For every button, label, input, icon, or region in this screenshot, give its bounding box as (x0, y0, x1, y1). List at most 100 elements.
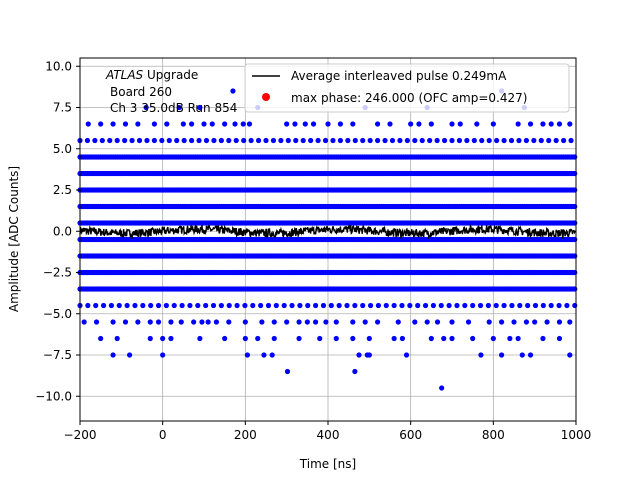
annotation-line-2: Board 260 (110, 85, 172, 99)
data-point (163, 302, 169, 309)
data-point (178, 319, 184, 325)
data-point (255, 335, 261, 342)
data-point (285, 137, 291, 144)
data-point (310, 121, 317, 127)
data-point (222, 121, 228, 127)
data-point (197, 104, 203, 111)
data-point (300, 137, 306, 144)
data-point (449, 137, 455, 144)
data-point (230, 88, 236, 94)
data-point (333, 335, 339, 342)
data-point (572, 302, 578, 309)
data-point (296, 319, 302, 325)
data-point (490, 335, 496, 342)
x-tick-label: −200 (64, 428, 97, 442)
data-point (250, 302, 256, 309)
data-point (124, 302, 130, 309)
data-point (155, 319, 162, 325)
data-point (350, 121, 356, 127)
data-point (345, 137, 351, 144)
data-point (553, 137, 559, 144)
data-point (527, 352, 534, 358)
data-point (356, 352, 362, 358)
data-point (336, 302, 342, 309)
data-point (93, 302, 99, 309)
data-point (391, 335, 397, 342)
data-point (412, 319, 418, 325)
data-point (323, 319, 329, 325)
data-point (246, 121, 253, 127)
data-point (556, 302, 562, 309)
data-point (242, 319, 248, 325)
data-point (375, 302, 382, 309)
data-point (367, 302, 374, 309)
data-point (415, 302, 421, 309)
data-point (197, 335, 203, 342)
data-point (391, 302, 397, 309)
data-point (499, 352, 505, 358)
data-point (84, 137, 91, 144)
data-point (114, 137, 120, 144)
data-point (328, 302, 334, 309)
data-point (515, 335, 521, 342)
data-point (242, 302, 248, 309)
data-point (233, 137, 239, 144)
data-point (540, 335, 546, 342)
data-point (330, 137, 336, 144)
data-point (244, 352, 250, 358)
legend-box (244, 63, 570, 113)
data-point (181, 137, 187, 144)
data-point (531, 137, 537, 144)
data-point (490, 121, 496, 127)
data-point (567, 121, 573, 127)
data-point (360, 302, 366, 309)
data-point (556, 319, 563, 325)
data-point (568, 137, 574, 144)
data-point (205, 319, 211, 325)
data-point (168, 319, 174, 325)
data-point (129, 137, 135, 144)
data-point (499, 319, 505, 325)
data-point (114, 335, 120, 342)
data-point (419, 137, 425, 144)
data-point (352, 302, 358, 309)
data-point (187, 302, 193, 309)
data-point (360, 137, 366, 144)
data-point (350, 335, 356, 342)
data-point (434, 137, 440, 144)
data-point (180, 121, 186, 127)
y-tick-label: 0.0 (53, 224, 72, 238)
data-point (284, 319, 290, 325)
data-point (155, 302, 162, 309)
annotation-line-1: ATLAS Upgrade (105, 68, 198, 82)
data-point (218, 137, 224, 144)
data-point (446, 302, 452, 309)
data-point (449, 335, 455, 342)
data-point (470, 302, 476, 309)
data-point (548, 302, 554, 309)
data-point (263, 137, 269, 144)
data-point (523, 319, 530, 325)
data-point (479, 137, 485, 144)
data-point (344, 302, 350, 309)
sparse-points (81, 88, 573, 391)
data-point (98, 335, 104, 342)
data-point (127, 352, 133, 358)
data-point (226, 137, 232, 144)
data-point (387, 121, 393, 127)
data-point (474, 121, 480, 127)
y-tick-label: −5.0 (43, 307, 72, 321)
data-point (383, 302, 389, 309)
data-point (143, 104, 149, 111)
data-point (160, 352, 166, 358)
dense-points (77, 137, 578, 309)
data-point (519, 352, 525, 358)
data-point (493, 302, 499, 309)
data-point (110, 121, 116, 127)
data-point (449, 121, 455, 127)
data-point (362, 319, 368, 325)
data-point (81, 319, 87, 325)
data-point (527, 121, 534, 127)
data-point (144, 137, 150, 144)
data-point (218, 302, 224, 309)
